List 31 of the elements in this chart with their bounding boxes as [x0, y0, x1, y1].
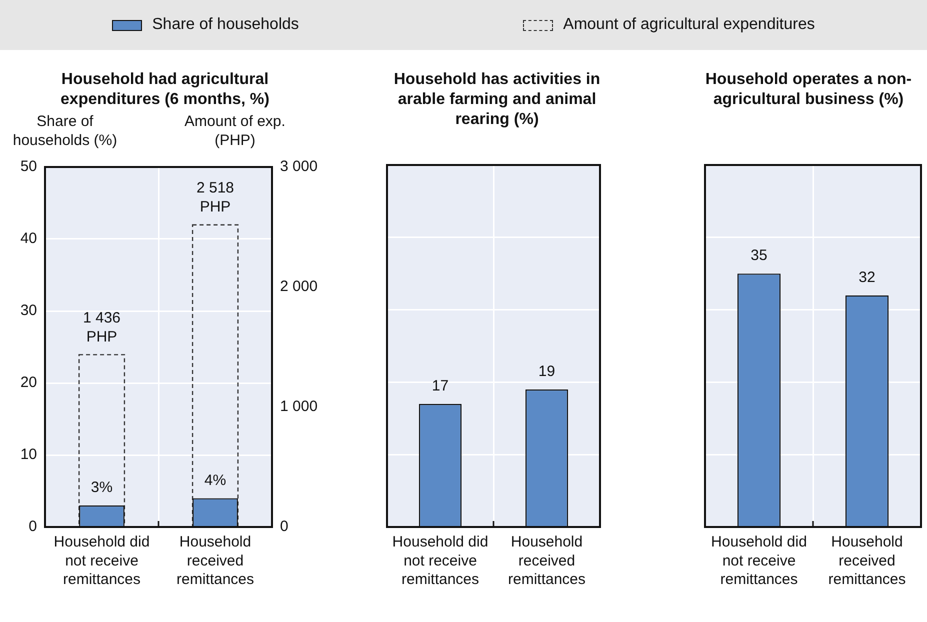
data-label: 3%	[90, 479, 113, 496]
legend-label: Share of households	[152, 16, 299, 34]
y-tick-label: 20	[20, 374, 37, 392]
y-tick-label: 30	[20, 302, 37, 320]
legend-label: Amount of agricultural expenditures	[563, 16, 815, 34]
x-tick-label: Household did not receive remittances	[392, 534, 488, 588]
x-tick-label: Household did not receive remittances	[711, 534, 807, 588]
y2-axis-title: Amount of exp. (PHP)	[184, 112, 286, 150]
y-tick-label: 50	[20, 158, 37, 176]
y2-tick-label: 0	[280, 518, 288, 536]
data-label: 32	[858, 268, 876, 286]
data-label: 35	[750, 247, 768, 264]
x-tick-label: Household received remittances	[176, 534, 254, 588]
x-tick-label: Household received remittances	[508, 534, 586, 588]
y-tick-label: 40	[20, 230, 37, 248]
chart-title: Household had agricultural expenditures (6 months, %)	[60, 70, 270, 110]
chart-title: Household has activities in arable farming and animal rearing (%)	[392, 70, 602, 130]
y2-tick-label: 3 000	[280, 158, 318, 176]
x-tick-label: Household received remittances	[828, 534, 906, 588]
chart-title: Household operates a non-agricultural business (%)	[704, 70, 913, 110]
y-tick-label: 10	[20, 446, 37, 464]
data-label: 4%	[204, 472, 226, 489]
data-label: 19	[538, 363, 556, 380]
y-axis-title: Share of households (%)	[12, 112, 118, 150]
data-label: 1 436 PHP	[82, 309, 121, 346]
y2-tick-label: 2 000	[280, 278, 318, 296]
data-label: 2 518 PHP	[196, 179, 234, 216]
data-label: 17	[432, 378, 449, 395]
y-tick-label: 0	[28, 518, 37, 536]
x-tick-label: Household did not receive remittances	[54, 534, 150, 588]
y2-tick-label: 1 000	[280, 398, 318, 416]
